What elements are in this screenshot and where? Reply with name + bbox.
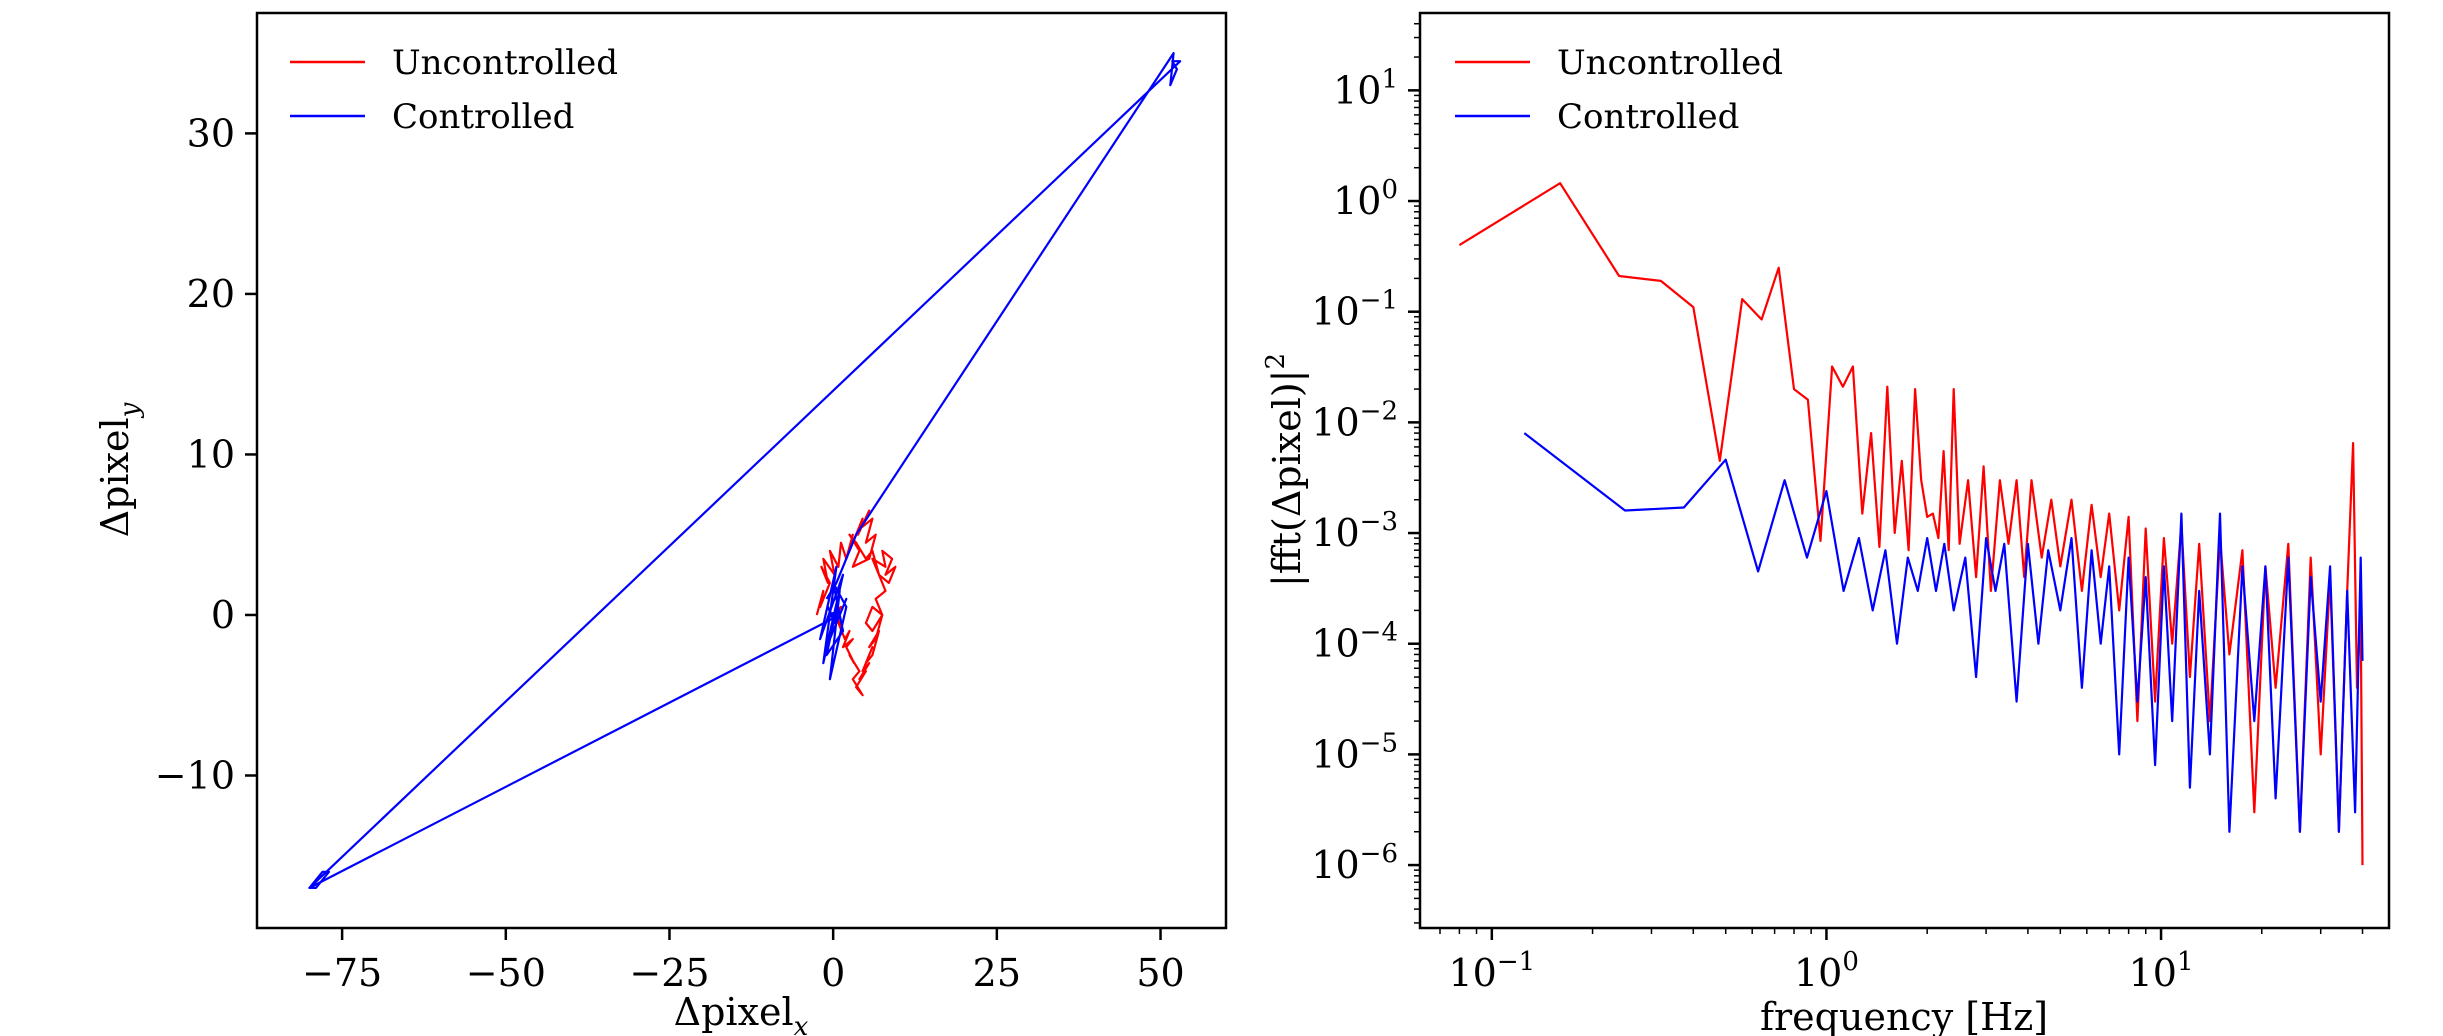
spectrum-legend: Uncontrolled Controlled [1455,43,1783,137]
trajectory-plot-frame [255,11,1228,930]
series-line-uncontrolled [1458,182,2364,866]
legend-label-uncontrolled: Uncontrolled [392,43,618,83]
series-line-controlled [1523,432,2364,833]
spectrum-axis-ticks: 10−1 100 101 101 100 10−1 10−2 10−3 10−4 10−5 10−6 [1311,22,2364,995]
x-tick-label: 50 [1136,951,1184,995]
x-tick-label: 100 [1794,947,1859,995]
y-tick-label: 100 [1333,175,1398,223]
x-tick-label: −75 [302,951,382,995]
trajectory-axis-ticks: −75 −50 −25 0 25 50 −10 0 10 20 30 [155,111,1185,995]
spectrum-plot-frame [1418,11,2391,930]
series-line-controlled [308,51,1182,890]
y-tick-label: 101 [1333,64,1398,112]
spectrum-series-group [1458,182,2364,866]
y-tick-label: 10−2 [1311,396,1398,444]
legend-label-controlled: Controlled [1557,97,1739,137]
y-tick-label: 0 [211,593,235,637]
x-tick-label: 10−1 [1448,947,1535,995]
y-tick-label: 10−5 [1311,728,1398,776]
x-tick-label: 25 [973,951,1021,995]
y-tick-label: 10−3 [1311,507,1398,555]
y-tick-label: 10−1 [1311,286,1398,334]
trajectory-x-axis-label: Δpixelx [674,990,809,1036]
y-tick-label: 20 [187,272,235,316]
trajectory-series-group [308,51,1182,890]
y-tick-label: 10−6 [1311,839,1398,887]
spectrum-y-axis-label: |fft(Δpixel)|2 [1261,353,1309,587]
legend-label-controlled: Controlled [392,97,574,137]
x-tick-label: 0 [821,951,845,995]
x-tick-label: −50 [466,951,546,995]
legend-label-uncontrolled: Uncontrolled [1557,43,1783,83]
y-tick-label: 10 [187,432,235,476]
spectrum-x-axis-label: frequency [Hz] [1760,995,2048,1036]
y-tick-label: 10−4 [1311,618,1398,666]
trajectory-legend: Uncontrolled Controlled [290,43,618,137]
x-tick-label: −25 [629,951,709,995]
y-tick-label: 30 [187,111,235,155]
series-line-uncontrolled [815,509,897,697]
spectrum-plot-panel: 10−1 100 101 101 100 10−1 10−2 10−3 10−4 10−5 10−6… [1261,11,2391,1036]
trajectory-y-axis-label: Δpixely [93,402,145,537]
trajectory-plot-panel: −75 −50 −25 0 25 50 −10 0 10 20 30 Δpixelx Δpixely… [93,11,1228,1036]
y-tick-label: −10 [155,754,235,798]
x-tick-label: 101 [2129,947,2194,995]
